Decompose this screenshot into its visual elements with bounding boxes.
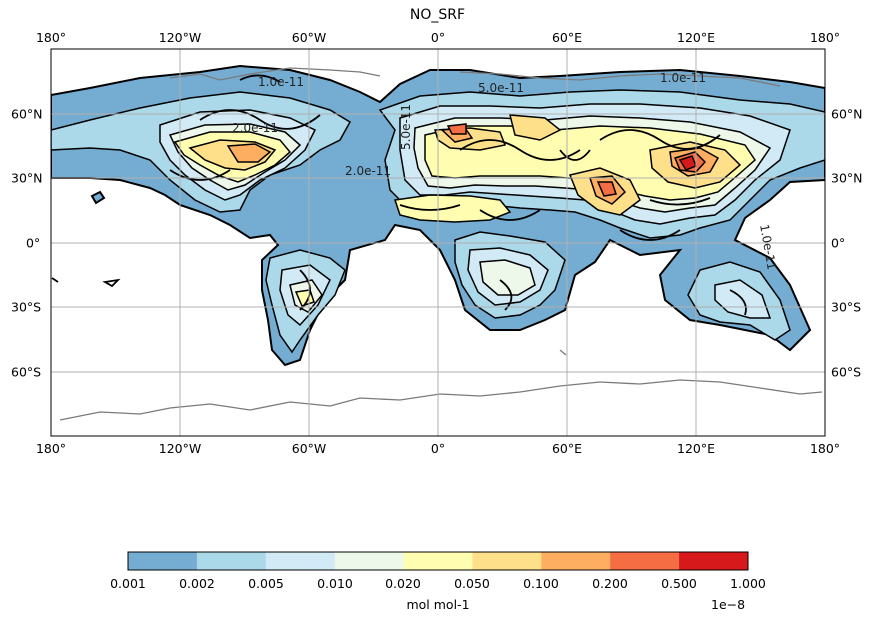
lon-tick-top-120e: 120°E [676,30,716,45]
lat-tick-left-60n: 60°N [11,106,43,122]
map-title: NO_SRF [409,7,466,23]
lat-tick-left-30n: 30°N [11,170,43,186]
coastlines [59,67,823,421]
colorbar-frame [127,551,749,571]
lat-tick-left-0: 0° [26,235,41,251]
map-field: 2.0e-11 1.0e-11 5.0e-11 1.0e-11 2.0e-11 … [51,49,825,436]
colorbar-tick: 0.020 [385,576,421,591]
contour-label: 2.0e-11 [345,164,391,178]
contour-label: 1.0e-11 [660,71,706,85]
colorbar-segment [610,552,680,570]
colorbar-label: mol mol-1 [406,597,470,612]
lat-tick-right-60n: 60°N [831,106,863,122]
lon-tick-top-120w: 120°W [158,30,202,45]
lat-tick-right-30s: 30°S [831,299,862,315]
lon-tick-bottom-120w: 120°W [158,441,202,456]
graticule [51,49,825,436]
lon-tick-bottom-120e: 120°E [676,441,716,456]
lat-tick-right-60s: 60°S [831,364,862,380]
colorbar [128,552,749,570]
colorbar-segment [403,552,473,570]
colorbar-tick: 0.001 [110,576,146,591]
colorbar-segment [196,552,267,570]
colorbar-tick: 0.010 [317,576,353,591]
lat-tick-left-30s: 30°S [11,299,42,315]
lat-tick-right-30n: 30°N [831,170,863,186]
contour-labels: 2.0e-11 1.0e-11 5.0e-11 1.0e-11 2.0e-11 … [232,71,779,271]
colorbar-tick: 0.500 [661,576,697,591]
lon-tick-top-0: 0° [430,30,446,45]
colorbar-tick: 0.005 [248,576,284,591]
lon-tick-bottom-0: 0° [430,441,446,456]
colorbar-segment [679,552,749,570]
lat-tick-right-0: 0° [831,235,846,251]
contour-label: 2.0e-11 [232,121,278,135]
lon-tick-bottom-180e: 180° [809,441,841,456]
colorbar-tick: 0.200 [592,576,628,591]
lon-tick-bottom-60w: 60°W [291,441,327,456]
lon-tick-bottom-60e: 60°E [551,441,583,456]
colorbar-tick: 1.000 [730,576,766,591]
lat-tick-left-60s: 60°S [11,364,42,380]
colorbar-segment [472,552,542,570]
colorbar-scale: 1e−8 [711,597,746,612]
colorbar-segment [265,552,336,570]
contour-label: 1.0e-11 [258,75,304,89]
contour-label: 5.0e-11 [399,104,413,150]
lon-tick-top-180e: 180° [809,30,841,45]
contour-lines [51,74,747,316]
colorbar-tick: 0.100 [523,576,559,591]
lon-tick-top-60w: 60°W [291,30,327,45]
colorbar-tick: 0.002 [179,576,215,591]
contour-label: 5.0e-11 [478,81,524,95]
colorbar-segment [128,552,198,570]
lon-tick-top-180: 180° [35,30,67,45]
lon-tick-bottom-180: 180° [35,441,67,456]
lon-tick-top-60e: 60°E [551,30,583,45]
map-frame [50,48,826,437]
colorbar-segment [541,552,611,570]
colorbar-tick: 0.050 [454,576,490,591]
colorbar-segment [334,552,405,570]
